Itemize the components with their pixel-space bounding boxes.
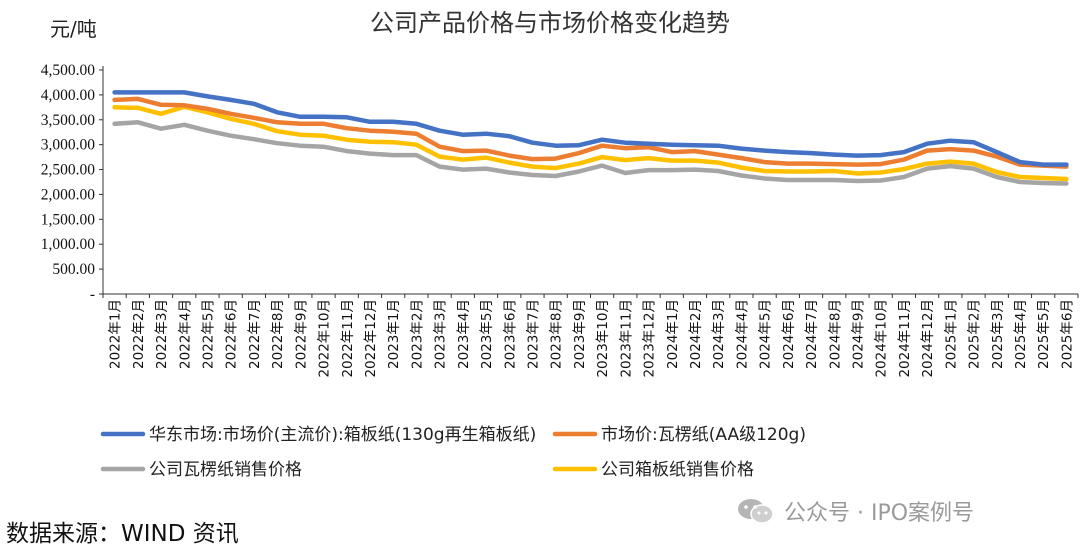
series-line <box>112 120 1069 186</box>
x-tick-label: 2023年10月 <box>595 299 611 378</box>
y-tick-label: 500.00 <box>52 261 95 278</box>
x-tick-label: 2025年5月 <box>1036 299 1052 369</box>
legend-item: 公司箱板纸销售价格 <box>552 460 754 480</box>
watermark-text: 公众号 · IPO案例号 <box>784 501 975 526</box>
x-tick-label: 2024年6月 <box>781 299 797 369</box>
x-tick-label: 2022年8月 <box>270 299 286 369</box>
legend-item: 公司瓦楞纸销售价格 <box>100 460 302 480</box>
y-tick-label: 3,500.00 <box>41 112 96 129</box>
y-tick-labels: - 500.00 1,000.00 1,500.00 2,000.00 2,500.00 3… <box>41 62 103 303</box>
x-tick-label: 2024年11月 <box>897 299 913 378</box>
x-tick-label: 2023年7月 <box>525 299 541 369</box>
x-tick-label: 2022年11月 <box>340 299 356 378</box>
x-tick-label: 2022年4月 <box>177 299 193 369</box>
x-tick-label: 2022年5月 <box>200 299 216 369</box>
legend-item: 市场价:瓦楞纸(AA级120g) <box>552 425 806 445</box>
x-tick-label: 2023年8月 <box>549 299 565 369</box>
x-tick-labels: 2022年1月 2022年2月 2022年3月 2022年4月 2022年5月 2022年… <box>102 294 1079 378</box>
x-tick-label: 2024年10月 <box>874 299 890 378</box>
x-tick-label: 2022年12月 <box>363 299 379 378</box>
legend: 华东市场:市场价(主流价):箱板纸(130g再生箱板纸) 市场价:瓦楞纸(AA级1… <box>100 425 806 480</box>
x-tick-label: 2025年6月 <box>1059 299 1075 369</box>
y-tick-label: 2,500.00 <box>41 162 96 179</box>
legend-label: 公司箱板纸销售价格 <box>601 460 754 480</box>
chart-title: 公司产品价格与市场价格变化趋势 <box>370 9 730 37</box>
x-tick-label: 2022年2月 <box>131 299 147 369</box>
x-tick-label: 2022年7月 <box>247 299 263 369</box>
axes <box>102 66 1078 295</box>
x-tick-label: 2024年7月 <box>804 299 820 369</box>
x-tick-label: 2023年12月 <box>642 299 658 378</box>
x-tick-label: 2023年3月 <box>433 299 449 369</box>
x-tick-label: 2022年10月 <box>317 299 333 378</box>
series-line <box>112 96 1069 169</box>
legend-item: 华东市场:市场价(主流价):箱板纸(130g再生箱板纸) <box>100 425 536 445</box>
y-tick-label: 2,000.00 <box>41 186 96 203</box>
x-tick-label: 2023年5月 <box>479 299 495 369</box>
series-line <box>112 90 1069 167</box>
legend-label: 市场价:瓦楞纸(AA级120g) <box>601 425 806 445</box>
wechat-icon <box>738 499 774 524</box>
y-tick-label: - <box>90 286 95 303</box>
legend-label: 公司瓦楞纸销售价格 <box>149 460 302 480</box>
x-tick-label: 2024年2月 <box>688 299 704 369</box>
source-note: 数据来源：WIND 资讯 <box>6 521 239 547</box>
x-tick-label: 2023年4月 <box>456 299 472 369</box>
x-tick-label: 2023年1月 <box>386 299 402 369</box>
x-tick-label: 2025年2月 <box>967 299 983 369</box>
x-tick-label: 2024年5月 <box>758 299 774 369</box>
y-tick-label: 1,500.00 <box>41 211 96 228</box>
x-tick-label: 2025年1月 <box>943 299 959 369</box>
x-tick-label: 2022年6月 <box>224 299 240 369</box>
x-tick-label: 2024年12月 <box>920 299 936 378</box>
x-tick-label: 2023年2月 <box>409 299 425 369</box>
y-tick-label: 3,000.00 <box>41 137 96 154</box>
x-tick-label: 2023年9月 <box>572 299 588 369</box>
series-line <box>112 104 1069 182</box>
x-tick-label: 2024年8月 <box>827 299 843 369</box>
y-tick-label: 4,000.00 <box>41 87 96 104</box>
series-lines <box>112 90 1069 186</box>
x-tick-label: 2024年3月 <box>711 299 727 369</box>
x-tick-label: 2023年11月 <box>618 299 634 378</box>
x-tick-label: 2022年1月 <box>108 299 124 369</box>
y-axis-label: 元/吨 <box>50 17 97 41</box>
x-tick-label: 2023年6月 <box>502 299 518 369</box>
x-tick-label: 2024年1月 <box>665 299 681 369</box>
watermark: 公众号 · IPO案例号 <box>736 496 974 526</box>
x-tick-label: 2024年9月 <box>850 299 866 369</box>
x-tick-label: 2022年9月 <box>293 299 309 369</box>
x-tick-label: 2025年4月 <box>1013 299 1029 369</box>
x-tick-label: 2022年3月 <box>154 299 170 369</box>
y-tick-label: 4,500.00 <box>41 62 96 79</box>
x-tick-label: 2025年3月 <box>990 299 1006 369</box>
x-tick-label: 2024年4月 <box>734 299 750 369</box>
y-tick-label: 1,000.00 <box>41 236 96 253</box>
legend-label: 华东市场:市场价(主流价):箱板纸(130g再生箱板纸) <box>149 425 536 445</box>
